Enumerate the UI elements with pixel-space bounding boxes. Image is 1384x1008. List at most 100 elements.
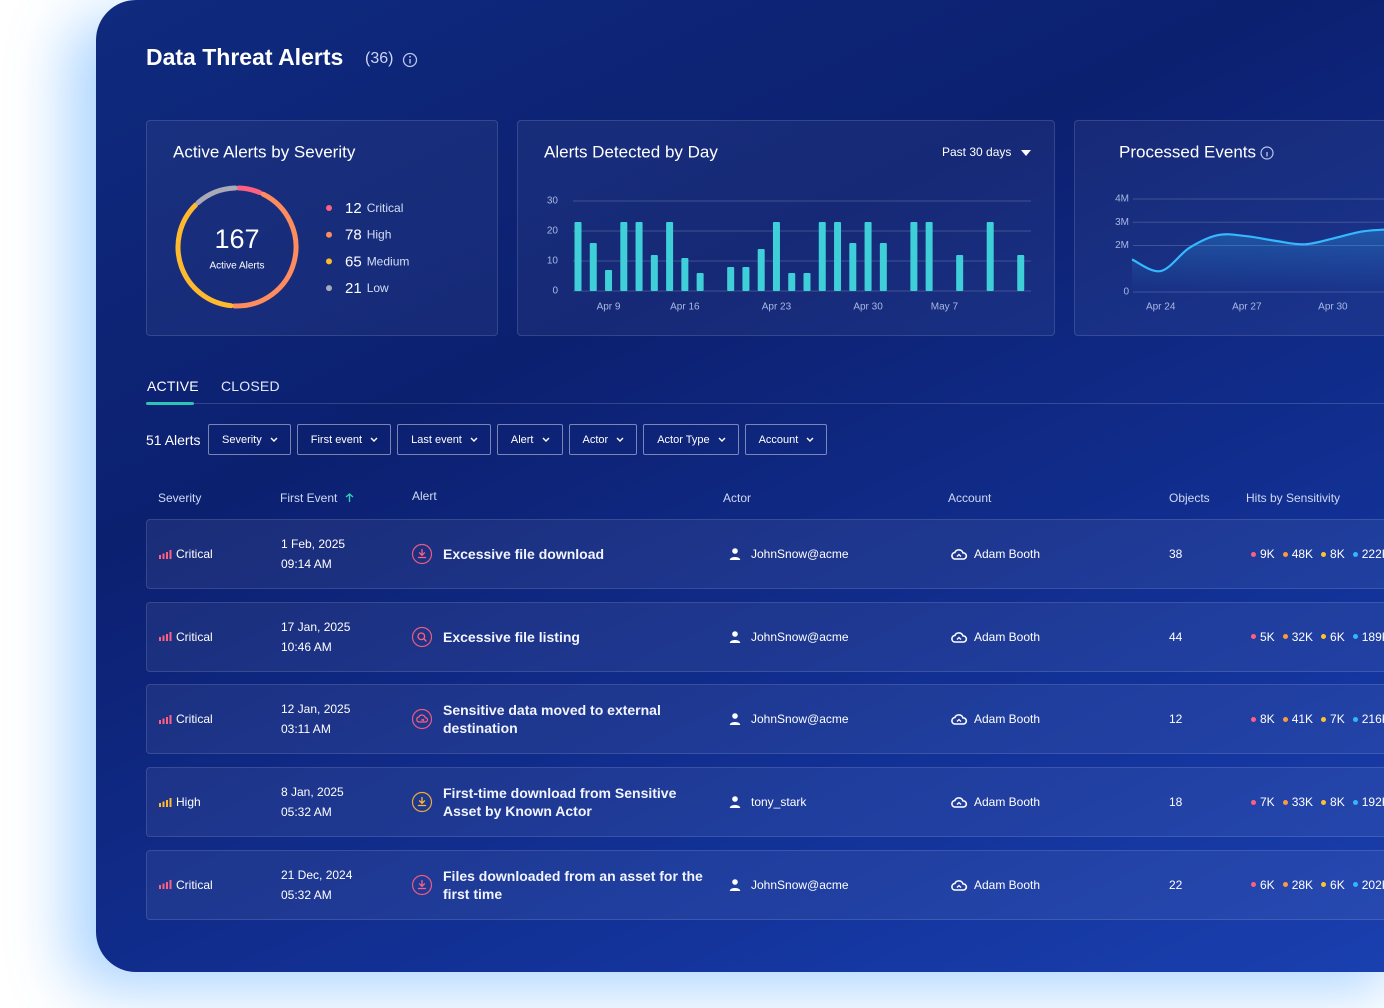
y-tick-label: 20 [547, 226, 559, 237]
objects-count: 12 [1169, 712, 1183, 727]
actor-icon [728, 547, 742, 561]
actor-icon [728, 878, 742, 892]
bar [727, 267, 735, 291]
filter-dropdown[interactable]: Severity [208, 424, 291, 455]
filter-label: Account [758, 433, 799, 446]
alert-row[interactable]: High 8 Jan, 2025 05:32 AM First-time downlo… [146, 767, 1384, 838]
actor-name: JohnSnow@acme [751, 877, 849, 892]
hit-dot [1251, 551, 1256, 557]
actor-icon [728, 795, 742, 809]
card-title: Active Alerts by Severity [173, 142, 356, 161]
alert-cell: Files downloaded from an asset for the f… [443, 851, 703, 919]
hit-value: 8K [1330, 795, 1345, 810]
filter-dropdown[interactable]: First event [296, 424, 392, 455]
legend-label: Low [367, 281, 389, 295]
column-header[interactable]: First Event [280, 491, 354, 506]
filter-bar: Severity First event Last event Alert Actor A… [208, 424, 828, 455]
alert-icon [411, 851, 433, 919]
alert-name[interactable]: Sensitive data moved to external destina… [443, 702, 661, 737]
objects-count: 22 [1169, 877, 1183, 892]
hit-dot [1352, 799, 1358, 805]
hit-dot [1251, 799, 1256, 805]
range-selector: Past 30 days [942, 145, 1011, 159]
card-title: Alerts Detected by Day [544, 142, 718, 161]
hit-dot [1282, 634, 1288, 640]
chevron [718, 437, 726, 443]
legend-entry: 12 Critical [345, 200, 403, 217]
alert-icon [411, 768, 433, 836]
chevron [470, 437, 478, 443]
hit-value: 6K [1260, 877, 1275, 892]
severity-icon [159, 797, 172, 807]
hit-dot [1352, 716, 1358, 722]
dashboard-panel: Data Threat Alerts (36) Active Alerts by… [96, 0, 1384, 972]
account-name: Adam Booth [974, 795, 1041, 810]
filter-label: Actor [582, 433, 609, 446]
x-tick-label: Apr 23 [762, 302, 792, 313]
hit-value: 32K [1291, 629, 1314, 644]
info-icon[interactable] [402, 52, 418, 68]
hit-dot [1251, 882, 1256, 888]
alert-name[interactable]: Excessive file download [443, 546, 605, 562]
hit-dot [1282, 551, 1288, 557]
y-tick-label: 0 [552, 286, 558, 297]
hit-value: 9K [1260, 547, 1275, 561]
column-header: Hits by Sensitivity [1246, 491, 1341, 505]
alert-row[interactable]: Critical 1 Feb, 2025 09:14 AM Excessive fil… [146, 519, 1384, 589]
donut-total: 167 [214, 224, 259, 254]
alert-name[interactable]: First-time download from Sensitive Asset… [443, 785, 677, 820]
x-tick-label: Apr 30 [853, 302, 883, 313]
hit-dot [1282, 716, 1288, 722]
tab-active[interactable]: ACTIVE [147, 378, 199, 394]
hit-value: 6K [1330, 629, 1345, 644]
filter-dropdown[interactable]: Actor [568, 424, 638, 455]
legend-entry: 78 High [345, 227, 391, 244]
objects-count: 18 [1169, 795, 1183, 810]
hit-value: 222K [1361, 547, 1384, 561]
bar [681, 258, 689, 291]
alert-row[interactable]: Critical 21 Dec, 2024 05:32 AM Files downlo… [146, 849, 1384, 920]
column-header: Actor [723, 491, 752, 505]
severity-label: Critical [176, 877, 213, 892]
alert-name[interactable]: Files downloaded from an asset for the f… [443, 867, 703, 902]
account-cell: Adam Booth [950, 685, 1040, 753]
severity-icon [159, 549, 172, 559]
first-event-time: 05:32 AM [281, 805, 332, 820]
filter-dropdown[interactable]: Last event [397, 424, 491, 455]
alert-row[interactable]: Critical 12 Jan, 2025 03:11 AM Sensitive da… [146, 684, 1384, 755]
range-caret [1021, 150, 1031, 156]
filter-dropdown[interactable]: Actor Type [643, 424, 739, 455]
hit-value: 202K [1361, 877, 1384, 892]
hit-value: 33K [1291, 795, 1314, 810]
hit-value: 189K [1361, 629, 1384, 644]
alert-cell: Excessive file listing [443, 603, 703, 671]
hit-value: 28K [1291, 877, 1314, 892]
severity-label: Critical [176, 629, 213, 644]
filter-label: Severity [222, 433, 262, 446]
chevron [616, 437, 624, 443]
alert-total: (36) [365, 50, 394, 67]
actor-icon [728, 630, 742, 644]
x-tick-label: Apr 24 [1146, 302, 1176, 313]
hit-value: 8K [1260, 712, 1275, 727]
bar [742, 267, 750, 291]
alert-icon [411, 685, 433, 753]
hit-dot [1321, 551, 1327, 557]
account-icon [950, 547, 968, 561]
alert-row[interactable]: Critical 17 Jan, 2025 10:46 AM Excessive fi… [146, 601, 1384, 672]
y-tick-label: 4M [1115, 194, 1129, 205]
donut-segment [175, 202, 234, 309]
account-cell: Adam Booth [950, 768, 1040, 836]
first-event-time: 09:14 AM [281, 557, 332, 571]
bar [605, 270, 613, 291]
filter-dropdown[interactable]: Account [744, 424, 828, 455]
account-icon [950, 630, 968, 644]
x-tick-label: Apr 9 [597, 302, 621, 313]
hits-cell: 5K 32K 6K 189K [1251, 603, 1384, 671]
alert-name[interactable]: Excessive file listing [443, 628, 580, 645]
filter-dropdown[interactable]: Alert [496, 424, 563, 455]
hit-dot [1251, 634, 1256, 640]
tab-closed[interactable]: CLOSED [221, 378, 280, 394]
severity-label: Critical [176, 547, 213, 561]
column-header: Alert [412, 489, 437, 503]
